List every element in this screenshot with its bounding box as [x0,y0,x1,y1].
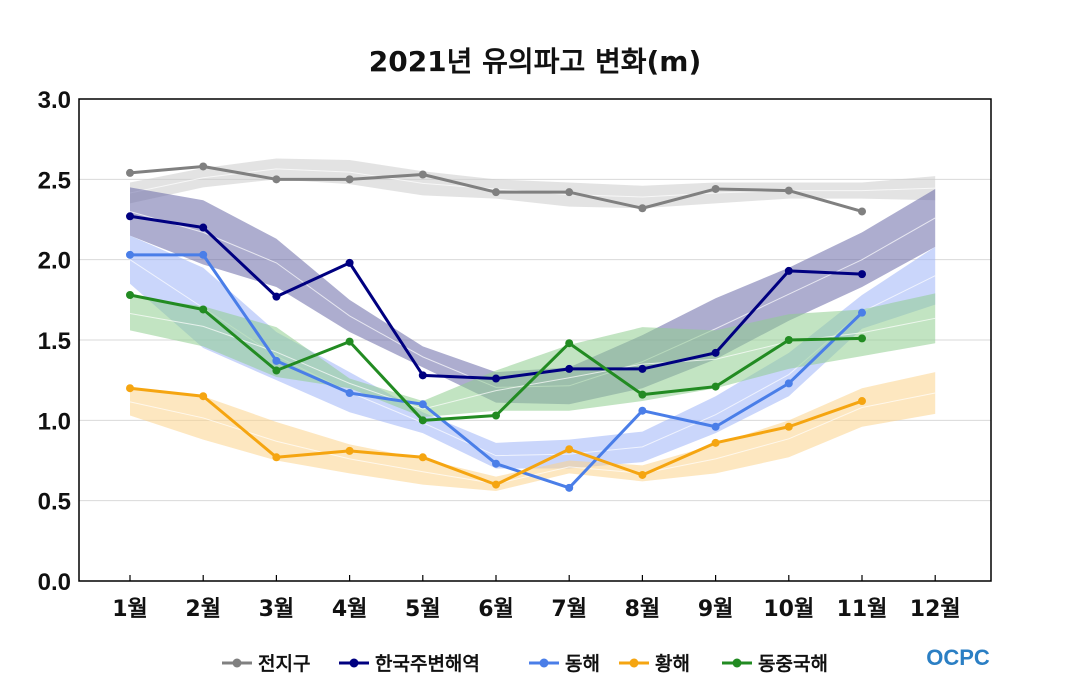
legend-marker [232,658,242,668]
chart-title: 2021년 유의파고 변화(m) [369,45,702,78]
data-point [565,445,574,454]
data-point [199,392,208,401]
data-point [565,364,574,373]
plot-frame [78,98,992,582]
y-tick-label: 1.0 [38,408,71,435]
data-point [272,292,281,301]
line-layer [126,162,866,492]
y-tick-label: 3.0 [38,87,71,114]
data-point [418,400,427,409]
data-point [638,470,647,479]
data-point [272,453,281,462]
y-tick-label: 2.5 [38,167,71,194]
data-point [638,406,647,415]
logo-text: OCPC [926,645,990,670]
data-point [345,446,354,455]
data-point [418,453,427,462]
data-point [199,162,208,171]
x-tick-label: 7월 [551,597,587,622]
x-tick-label: 3월 [259,597,295,622]
data-point [858,270,866,279]
legend: 전지구 한국주변해역 동해 황해 동중국해 [222,652,828,675]
y-tick-label: 2.0 [38,248,71,275]
ocpc-logo: OCPC [926,645,990,670]
data-point [784,379,793,388]
data-point [711,382,720,391]
legend-label: 동해 [565,653,600,675]
data-point [345,337,354,346]
data-point [492,188,500,197]
y-tick-label: 0.0 [38,569,71,596]
data-point [418,416,427,425]
x-tick-label: 4월 [332,597,368,622]
data-point [126,168,134,177]
data-point [492,480,500,489]
data-point [126,212,134,221]
y-tick-label: 0.5 [38,489,71,516]
legend-label: 한국주변해역 [375,653,480,675]
range-band [130,187,936,405]
data-point [418,170,427,179]
range-band [130,235,936,469]
data-point [345,175,354,184]
data-point [784,186,793,195]
range-band [130,372,936,492]
data-point [784,266,793,275]
data-point [492,374,500,383]
legend-marker [349,658,359,668]
legend-label: 황해 [655,652,690,675]
legend-marker [732,658,742,668]
data-point [858,207,866,216]
data-point [345,258,354,267]
x-tick-label: 11월 [837,597,888,622]
x-tick-label: 5월 [405,597,441,622]
data-point [638,204,647,213]
data-point [272,356,281,365]
x-tick-label: 8월 [625,597,661,622]
x-tick-label: 2월 [185,597,221,622]
data-point [492,459,500,468]
data-point [199,250,208,259]
data-point [858,334,866,343]
range-band [130,293,936,418]
data-point [711,438,720,447]
y-tick-label: 1.5 [38,328,71,355]
data-point [272,366,281,375]
data-point [784,422,793,431]
x-tick-label: 9월 [698,597,734,622]
data-point [711,422,720,431]
data-point [565,339,574,348]
data-point [638,390,647,399]
data-point [858,397,866,406]
range-band [130,158,936,209]
axis-layer: 0.0 0.5 1.0 1.5 2.0 2.5 3.0 1월 2월 3월 4월 5월 6월 7월 8월 9월 1… [38,87,992,622]
x-tick-label: 12월 [910,597,961,622]
data-point [126,250,134,259]
data-point [784,336,793,344]
data-point [199,305,208,314]
data-point [345,389,354,398]
legend-marker [629,658,639,668]
data-point [638,364,647,373]
data-point [565,483,574,492]
data-point [565,188,574,197]
data-point [126,384,134,393]
x-tick-label: 10월 [763,597,814,622]
legend-label: 동중국해 [758,653,828,675]
legend-marker [539,658,549,668]
data-point [272,175,281,184]
data-point [418,371,427,380]
data-point [492,411,500,420]
data-point [858,308,866,317]
x-tick-label: 1월 [112,597,148,622]
legend-label: 전지구 [258,653,310,675]
data-point [711,348,720,357]
x-tick-label: 6월 [478,597,514,622]
data-point [199,223,208,232]
data-point [711,184,720,193]
data-point [126,291,134,300]
